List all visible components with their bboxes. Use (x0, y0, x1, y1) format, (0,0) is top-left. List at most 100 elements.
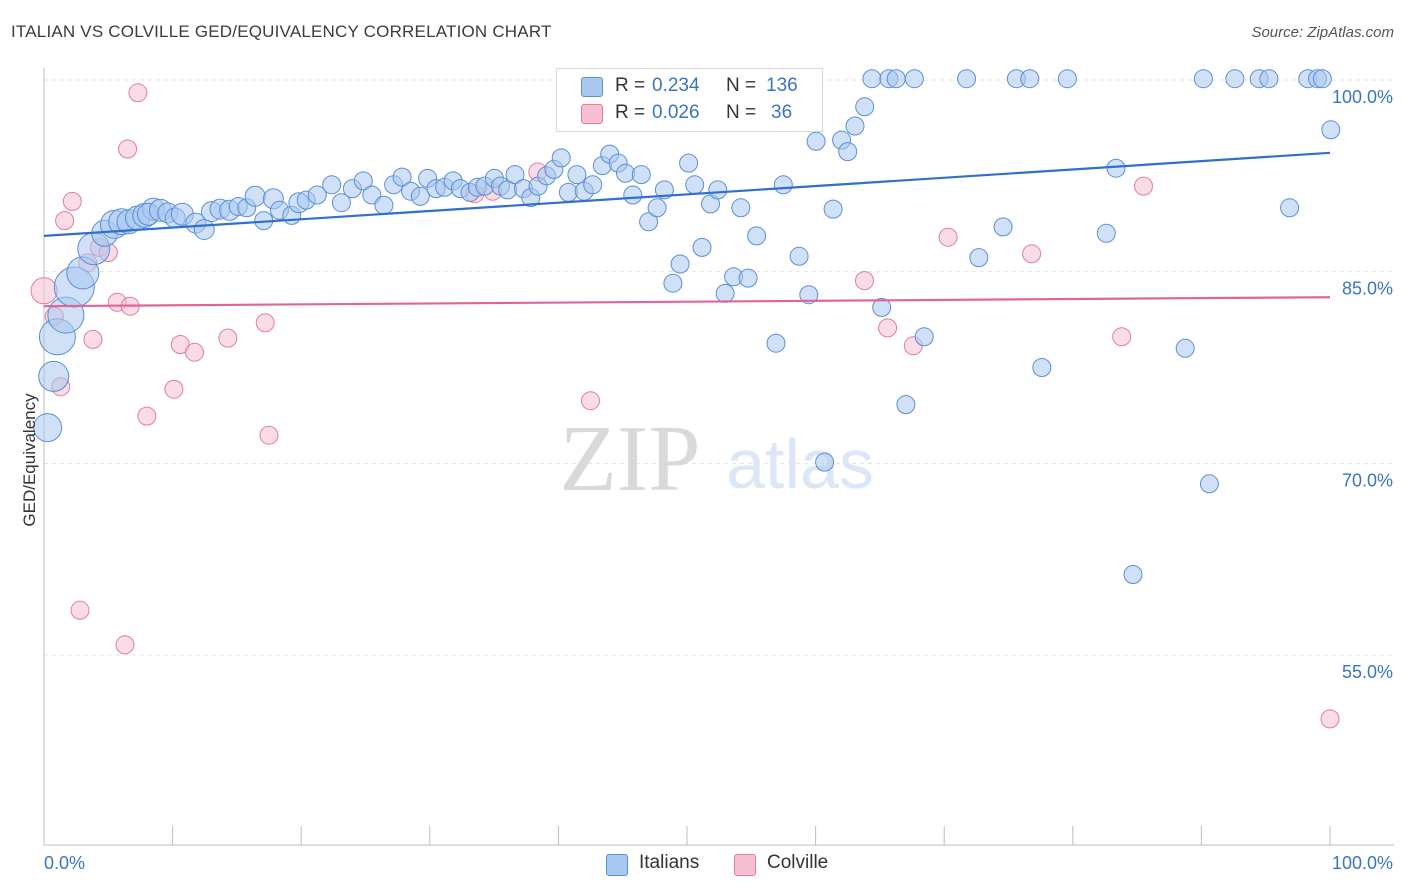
colville-point (855, 271, 874, 291)
italians-point (616, 163, 635, 183)
italians-point (353, 171, 373, 191)
italians-point (362, 185, 382, 205)
colville-point (83, 329, 103, 349)
watermark-zip: ZIP (560, 407, 701, 511)
colville-point (259, 425, 279, 445)
legend-colville-swatch (734, 854, 756, 876)
italians-point (823, 199, 843, 219)
italians-swatch (581, 77, 603, 97)
colville-point (1022, 244, 1042, 264)
colville-point (1112, 327, 1132, 347)
italians-point (647, 198, 667, 218)
italians-point (845, 116, 865, 136)
chart-title: ITALIAN VS COLVILLE GED/EQUIVALENCY CORR… (11, 22, 552, 41)
italians-point (551, 148, 571, 168)
colville-point (118, 139, 138, 159)
italians-point (815, 452, 835, 472)
italians-point (1106, 158, 1126, 178)
italians-n-value: 136 (766, 75, 798, 96)
italians-point (747, 226, 767, 246)
italians-point (639, 212, 659, 232)
source-credit: Source: ZipAtlas.com (1251, 24, 1394, 41)
italians-point (969, 248, 989, 268)
italians-r-label: R = (615, 75, 646, 96)
y-tick-label: 100.0% (1332, 87, 1393, 107)
italians-r-value: 0.234 (652, 75, 700, 96)
colville-point (70, 600, 90, 620)
italians-point (789, 246, 809, 266)
italians-point (773, 175, 793, 195)
italians-point (855, 97, 875, 117)
italians-point (38, 360, 70, 392)
italians-point (862, 69, 882, 89)
colville-swatch (581, 104, 603, 124)
italians-point (838, 142, 858, 162)
italians-point (799, 285, 819, 305)
italians-point (663, 273, 683, 293)
italians-point (1032, 358, 1052, 377)
colville-point (62, 191, 82, 211)
italians-point (1280, 198, 1300, 218)
italians-points (33, 69, 1341, 584)
italians-point (1312, 69, 1332, 89)
italians-point (583, 175, 603, 195)
italians-point (631, 165, 651, 185)
italians-n-label: N = (726, 75, 757, 96)
colville-n-value: 36 (771, 102, 793, 123)
italians-point (33, 413, 63, 443)
italians-point (1175, 338, 1195, 358)
italians-point (567, 165, 587, 185)
italians-point (558, 182, 578, 202)
italians-point (1020, 69, 1040, 89)
legend-italians-swatch (606, 854, 628, 876)
x-tick-label-min: 0.0% (44, 853, 85, 873)
colville-point (938, 227, 958, 247)
colville-point (30, 277, 58, 305)
italians-point (307, 185, 327, 205)
italians-point (806, 131, 826, 151)
italians-point (392, 167, 412, 187)
italians-point (731, 198, 751, 218)
italians-point (322, 175, 342, 195)
italians-point (914, 327, 934, 347)
italians-point (904, 69, 924, 89)
colville-point (164, 379, 184, 399)
colville-point (1320, 709, 1340, 729)
legend-italians-label: Italians (639, 852, 700, 873)
colville-point (255, 313, 275, 333)
italians-point (708, 180, 728, 200)
axis-labels: 55.0% 70.0% 85.0% 100.0% 0.0% 100.0% GED/Equiv… (20, 87, 1393, 873)
y-tick-label: 55.0% (1342, 662, 1393, 682)
italians-point (670, 254, 690, 274)
italians-point (692, 237, 712, 257)
colville-point (581, 391, 600, 411)
stats-legend: R = 0.234 N = 136 R = 0.026 N = 36 (556, 68, 823, 132)
italians-trend-line (43, 151, 1331, 237)
watermark-atlas: atlas (726, 425, 874, 503)
italians-point (1193, 69, 1213, 89)
colville-n-label: N = (726, 102, 757, 123)
italians-point (331, 193, 351, 213)
grid (44, 79, 1394, 656)
colville-point (137, 406, 157, 426)
italians-point (244, 185, 266, 207)
italians-point (1096, 223, 1116, 243)
italians-point (766, 333, 786, 353)
italians-point (886, 69, 906, 89)
italians-point (896, 395, 916, 415)
italians-point (193, 219, 215, 240)
italians-point (1321, 120, 1341, 140)
italians-point (1123, 565, 1143, 584)
italians-point (738, 268, 758, 288)
colville-point (1134, 176, 1153, 196)
italians-point (623, 185, 643, 205)
colville-r-label: R = (615, 102, 646, 123)
italians-point (872, 297, 892, 317)
watermark: ZIP atlas (560, 407, 874, 511)
italians-point (410, 186, 430, 206)
legend-colville-label: Colville (767, 852, 829, 873)
colville-point (218, 328, 238, 348)
y-axis-title: GED/Equivalency (20, 393, 39, 527)
italians-point (1259, 69, 1279, 89)
